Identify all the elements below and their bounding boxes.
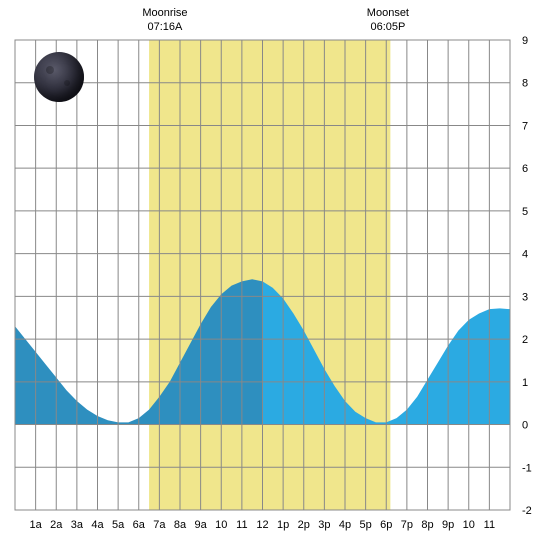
x-tick-label: 4p — [339, 519, 351, 531]
y-tick-label: 8 — [522, 78, 528, 90]
x-tick-label: 1p — [277, 519, 289, 531]
x-tick-label: 11 — [484, 519, 495, 531]
x-tick-label: 1a — [30, 519, 43, 531]
moon-phase-icon — [34, 52, 84, 102]
x-tick-label: 3p — [318, 519, 330, 531]
x-tick-label: 8p — [421, 519, 433, 531]
y-tick-label: -2 — [522, 505, 532, 517]
y-tick-label: 1 — [522, 377, 528, 389]
x-tick-label: 2a — [50, 519, 63, 531]
y-tick-label: 5 — [522, 206, 528, 218]
x-tick-label: 2p — [298, 519, 310, 531]
daylight-band — [149, 40, 390, 510]
moonset-label: Moonset — [367, 7, 409, 19]
y-tick-label: 3 — [522, 291, 528, 303]
x-tick-label: 10 — [215, 519, 227, 531]
x-tick-label: 5a — [112, 519, 125, 531]
y-tick-label: 9 — [522, 35, 528, 47]
x-tick-label: 4a — [91, 519, 104, 531]
x-tick-label: 12 — [256, 519, 268, 531]
y-tick-label: 6 — [522, 163, 528, 175]
x-tick-label: 9p — [442, 519, 454, 531]
x-tick-label: 10 — [463, 519, 475, 531]
x-tick-label: 6p — [380, 519, 392, 531]
x-tick-label: 7a — [153, 519, 166, 531]
x-tick-label: 5p — [360, 519, 372, 531]
x-tick-label: 8a — [174, 519, 187, 531]
y-tick-label: 2 — [522, 334, 528, 346]
y-tick-label: 4 — [522, 249, 528, 261]
y-tick-label: 7 — [522, 120, 528, 132]
x-tick-label: 7p — [401, 519, 413, 531]
x-tick-label: 6a — [133, 519, 146, 531]
tide-chart: 1a2a3a4a5a6a7a8a9a1011121p2p3p4p5p6p7p8p… — [0, 0, 550, 550]
y-tick-label: -1 — [522, 462, 532, 474]
moonset-time: 06:05P — [370, 21, 405, 33]
moonrise-label: Moonrise — [142, 7, 187, 19]
x-tick-label: 9a — [195, 519, 208, 531]
x-tick-label: 11 — [236, 519, 247, 531]
y-tick-label: 0 — [522, 420, 528, 432]
x-tick-label: 3a — [71, 519, 84, 531]
moonrise-time: 07:16A — [148, 21, 184, 33]
